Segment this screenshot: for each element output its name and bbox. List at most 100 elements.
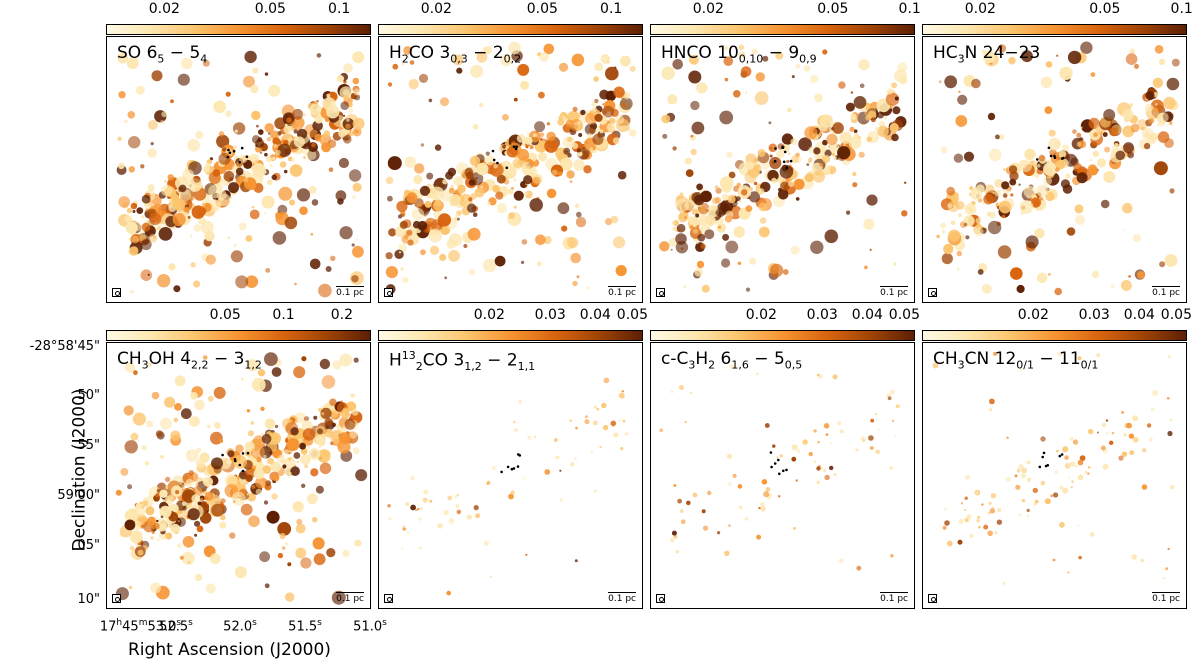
scale-bar-label: 0.1 pc: [1152, 288, 1180, 298]
beam-icon: [656, 594, 665, 603]
ra-tick-label: 51.5s: [288, 618, 322, 635]
colorbar-tick-label: 0.05: [616, 307, 648, 323]
emission-map: CH3OH 42,2 − 31,2 0.1 pc: [106, 342, 371, 609]
colorbar-tick-label: 0.03: [534, 307, 566, 323]
scale-bar-label: 0.1 pc: [880, 288, 908, 298]
beam-icon: [384, 288, 393, 297]
emission-map: SO 65 − 54 0.1 pc: [106, 36, 371, 303]
scale-bar: 0.1 pc: [336, 286, 364, 298]
colorbar-tick-label: 0.1: [898, 1, 921, 17]
colorbar-ticks: 0.02 0.03 0.04 0.05: [378, 306, 648, 328]
colorbar-tick-label: 0.1: [600, 1, 623, 17]
colorbar-tick-label: 0.04: [579, 307, 611, 323]
colorbar-ticks: 0.05 0.1 0.2: [106, 306, 371, 328]
transition-label: H2CO 30,3 − 20,2: [389, 43, 522, 66]
colorbar-tick-label: 0.03: [806, 307, 838, 323]
colorbar-tick-label: 0.02: [420, 1, 452, 17]
map-panel: 0.02 0.05 0.1 H2CO 30,3 − 20,2 0.1 pc: [378, 0, 643, 303]
beam-icon: [112, 288, 121, 297]
emission-image: [387, 377, 629, 596]
transition-label: HNCO 100,10 − 90,9: [661, 43, 817, 66]
map-panel: 0.05 0.1 0.2 CH3OH 42,2 − 31,2 0.1 pc: [106, 306, 371, 609]
transition-label: H132CO 31,2 − 21,1: [389, 349, 536, 374]
ra-tick-label: 51.0s: [353, 618, 387, 635]
emission-map: c-C3H2 61,6 − 50,5 0.1 pc: [650, 342, 915, 609]
colorbar-tick-label: 0.05: [888, 307, 920, 323]
transition-label: HC3N 24−23: [933, 43, 1041, 66]
colorbar: [922, 330, 1187, 341]
emission-image: [659, 364, 901, 571]
transition-label: c-C3H2 61,6 − 50,5: [661, 349, 803, 372]
emission-image: [116, 50, 365, 298]
scale-bar-label: 0.1 pc: [1152, 594, 1180, 604]
transition-label: SO 65 − 54: [117, 43, 208, 66]
scale-bar-label: 0.1 pc: [608, 594, 636, 604]
colorbar-tick-label: 0.02: [964, 1, 996, 17]
dec-tick-label: 50": [77, 388, 100, 403]
scale-bar-line: [880, 592, 908, 593]
transition-label: CH3OH 42,2 − 31,2: [117, 349, 262, 372]
scale-bar: 0.1 pc: [336, 592, 364, 604]
colorbar-ticks: 0.02 0.05 0.1: [106, 0, 371, 22]
emission-map: HC3N 24−23 0.1 pc: [922, 36, 1187, 303]
colorbar-tick-label: 0.05: [1089, 1, 1121, 17]
beam-icon: [112, 594, 121, 603]
map-panel: 0.02 0.05 0.1 SO 65 − 54 0.1 pc: [106, 0, 371, 303]
scale-bar: 0.1 pc: [880, 286, 908, 298]
beam-icon: [656, 288, 665, 297]
scale-bar-label: 0.1 pc: [880, 594, 908, 604]
colorbar-tick-label: 0.1: [272, 307, 295, 323]
colorbar-tick-label: 0.05: [817, 1, 849, 17]
scale-bar-line: [1152, 592, 1180, 593]
colorbar-ticks: 0.02 0.03 0.04 0.05: [650, 306, 920, 328]
emission-image: [932, 351, 1175, 585]
y-axis-label: Declination (J2000): [69, 388, 90, 552]
colorbar: [650, 24, 915, 35]
colorbar-ticks: 0.02 0.05 0.1: [922, 0, 1193, 22]
emission-map: H132CO 31,2 − 21,1 0.1 pc: [378, 342, 643, 609]
beam-icon: [384, 594, 393, 603]
dec-tick-label: 55": [77, 438, 100, 453]
dec-tick-label: 10": [77, 592, 100, 607]
emission-map: CH3CN 120/1 − 110/1 0.1 pc: [922, 342, 1187, 609]
scale-bar-label: 0.1 pc: [336, 594, 364, 604]
colorbar-tick-label: 0.04: [1123, 307, 1155, 323]
colorbar: [922, 24, 1187, 35]
map-panel: 0.02 0.03 0.04 0.05 c-C3H2 61,6 − 50,5 0.1 pc: [650, 306, 920, 609]
ra-tick-label: 52.5s: [159, 618, 193, 635]
colorbar: [106, 330, 371, 341]
scale-bar: 0.1 pc: [1152, 592, 1180, 604]
scale-bar-line: [880, 286, 908, 287]
colorbar: [650, 330, 915, 341]
dec-tick-label: 05": [77, 538, 100, 553]
colorbar-ticks: 0.02 0.03 0.04 0.05: [922, 306, 1192, 328]
emission-image: [115, 352, 368, 605]
map-panel: 0.02 0.03 0.04 0.05 CH3CN 120/1 − 110/1 0.1 p…: [922, 306, 1192, 609]
map-panel: 0.02 0.05 0.1 HC3N 24−23 0.1 pc: [922, 0, 1193, 303]
scale-bar-label: 0.1 pc: [336, 288, 364, 298]
colorbar: [378, 24, 643, 35]
x-axis-label: Right Ascension (J2000): [128, 640, 331, 660]
map-panel: 0.02 0.03 0.04 0.05 H132CO 31,2 − 21,1 0.1 pc: [378, 306, 648, 609]
emission-image: [936, 41, 1180, 296]
ra-tick-label: 17h45m53.0s: [99, 618, 182, 635]
colorbar-tick-label: 0.05: [254, 1, 286, 17]
scale-bar: 0.1 pc: [1152, 286, 1180, 298]
emission-map: H2CO 30,3 − 20,2 0.1 pc: [378, 36, 643, 303]
colorbar-tick-label: 0.2: [330, 307, 353, 323]
colorbar-tick-label: 0.05: [526, 1, 558, 17]
scale-bar-line: [608, 592, 636, 593]
dec-tick-label: -28°58'45": [29, 339, 100, 354]
emission-image: [385, 41, 637, 295]
scale-bar: 0.1 pc: [608, 286, 636, 298]
scale-bar: 0.1 pc: [608, 592, 636, 604]
scale-bar-label: 0.1 pc: [608, 288, 636, 298]
colorbar-tick-label: 0.05: [209, 307, 241, 323]
colorbar-tick-label: 0.04: [851, 307, 883, 323]
colorbar-tick-label: 0.1: [328, 1, 351, 17]
emission-map: HNCO 100,10 − 90,9 0.1 pc: [650, 36, 915, 303]
colorbar-tick-label: 0.03: [1078, 307, 1110, 323]
scale-bar-line: [608, 286, 636, 287]
colorbar-tick-label: 0.02: [473, 307, 505, 323]
colorbar-tick-label: 0.02: [1017, 307, 1049, 323]
